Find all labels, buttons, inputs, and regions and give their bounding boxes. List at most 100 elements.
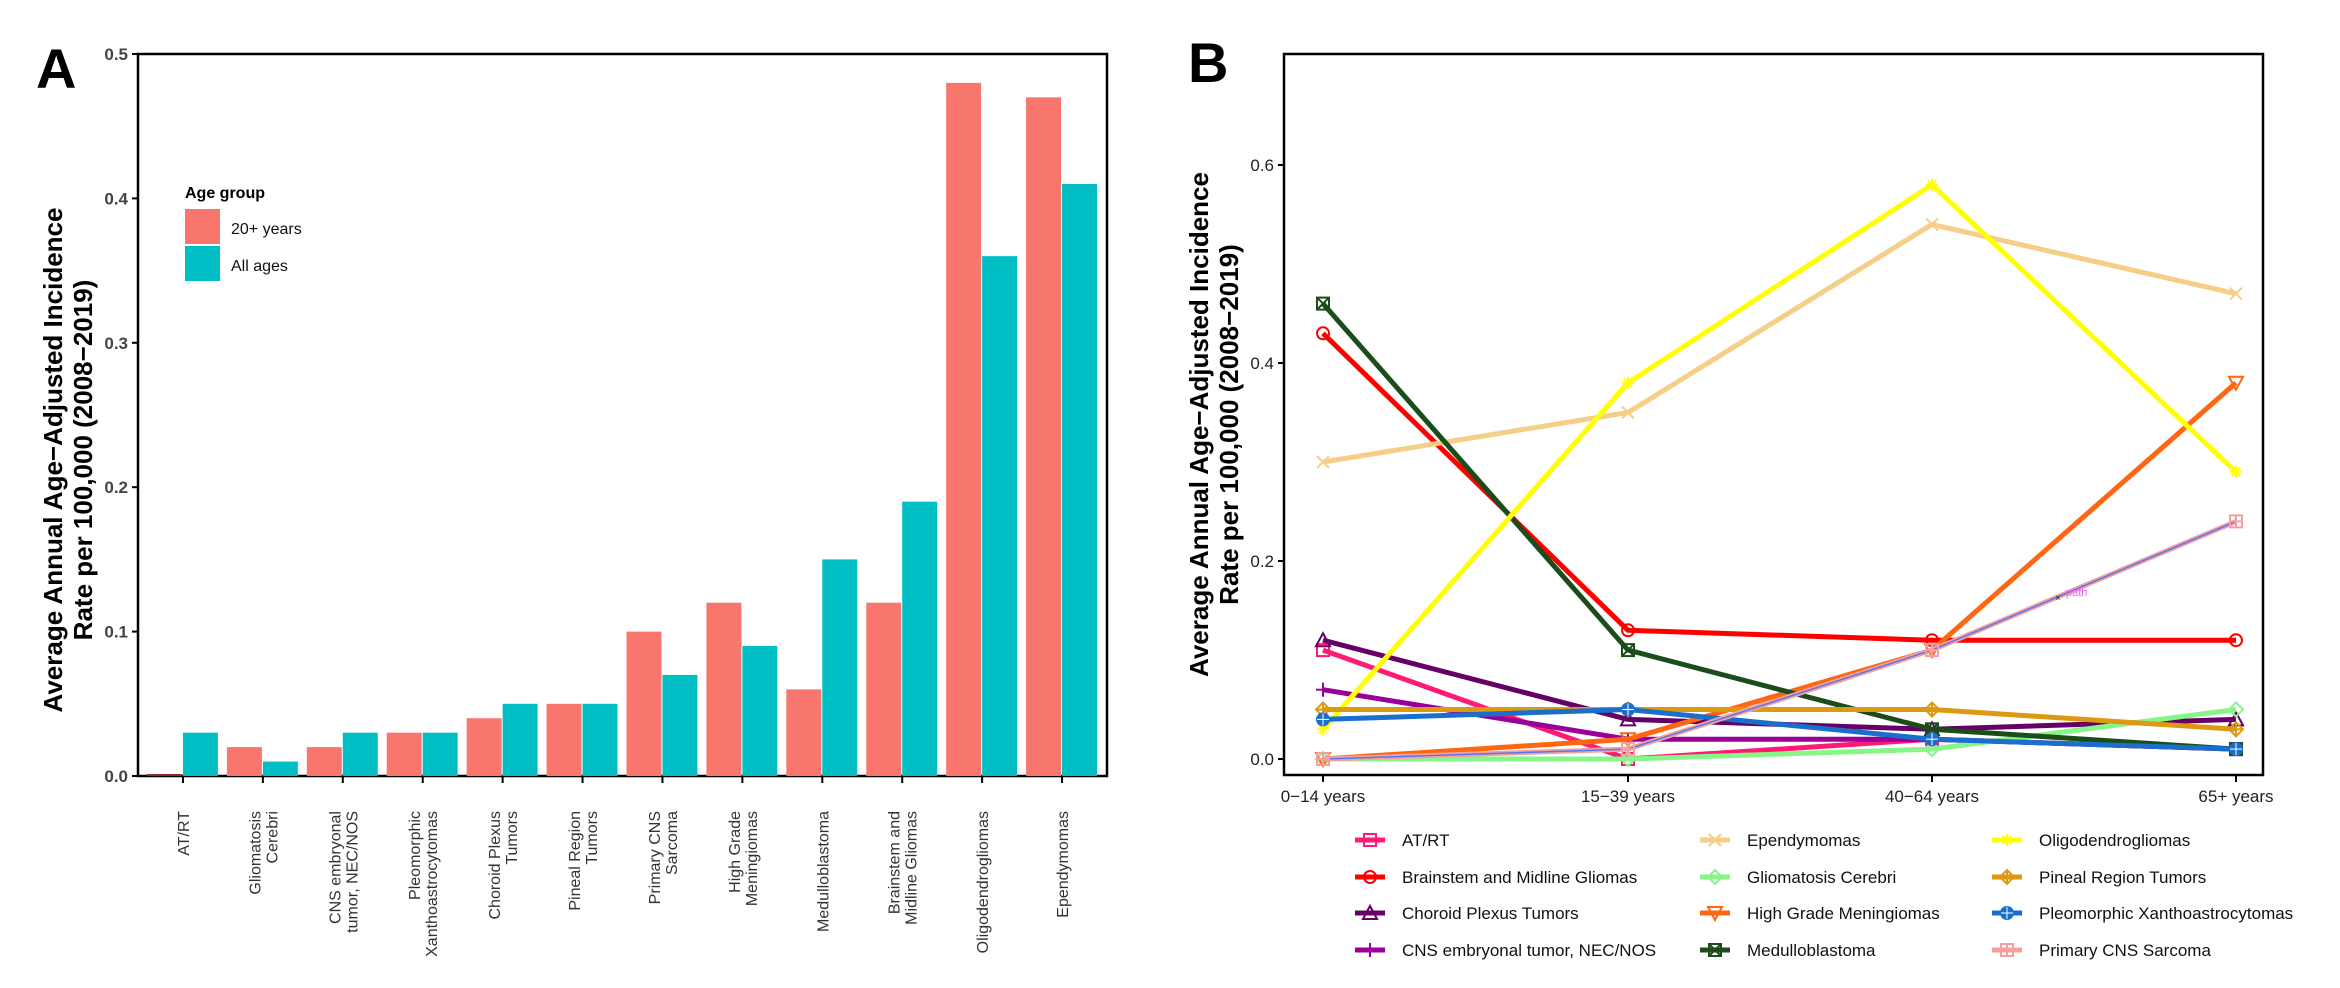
y-tick-label: 0.4 [1250, 354, 1274, 373]
x-category-label-line: CNS embryonal [327, 811, 344, 924]
y-axis-title-line: Rate per 100,000 (2008−2019) [1214, 244, 1244, 605]
data-point [1316, 712, 1330, 727]
x-category-label-line: Oligodendrogliomas [975, 811, 992, 953]
panel-a-legend: Age group 20+ years All ages [185, 185, 302, 281]
data-point [1925, 217, 1939, 232]
legend-key-marker [1361, 903, 1379, 920]
panel-b-letter: B [1188, 31, 1228, 94]
diamond-plus-marker [1923, 701, 1941, 718]
panel-b-plot-frame [1282, 52, 2265, 777]
bar-all-ages [422, 732, 458, 776]
data-point [2229, 742, 2243, 757]
x-category-label: High Grade Meningiomas [727, 811, 761, 906]
triangle-down-marker [2227, 375, 2245, 392]
bar-all-ages [822, 559, 858, 776]
legend-item: Brainstem and Midline Gliomas [1355, 868, 1637, 887]
y-tick-label: 0.6 [1250, 156, 1274, 175]
y-tick-label: 0.1 [104, 623, 128, 642]
legend-key-marker [1706, 906, 1724, 923]
legend-item: Choroid Plexus Tumors [1355, 903, 1579, 923]
panel-a-bar-chart: 0.0 0.1 0.2 0.3 0.4 0.5 Average Annual Age−Adj… [38, 45, 1109, 957]
asterisk-marker [2002, 835, 2012, 845]
series-line [1321, 301, 2237, 752]
data-point [1316, 296, 1330, 311]
legend-key-marker [1708, 943, 1722, 957]
legend-swatch [185, 209, 220, 244]
y-axis-title-line: Average Annual Age−Adjusted Incidence [1184, 172, 1214, 677]
bar-all-ages [502, 703, 538, 776]
x-category-label-line: Meningiomas [744, 811, 761, 906]
x-category-label-line: Tumors [504, 811, 521, 865]
legend-title: Age group [185, 185, 265, 202]
diamond-plus-marker [1998, 868, 2016, 886]
y-tick-label: 0.2 [104, 478, 128, 497]
data-point [1619, 750, 1637, 768]
x-category-label: CNS embryonal tumor, NEC/NOS [327, 811, 361, 933]
data-point [1619, 710, 1637, 727]
legend-item: Oligodendrogliomas [1992, 831, 2190, 850]
x-category-label-line: Tumors [584, 811, 601, 865]
legend-label: Gliomatosis Cerebri [1747, 868, 1896, 887]
data-point [1621, 405, 1635, 420]
triangle-marker [1314, 631, 1332, 648]
bar-all-ages [982, 256, 1018, 776]
path-annotation: path [2066, 587, 2087, 599]
cross-marker [1925, 217, 1939, 232]
bar-all-ages [582, 703, 618, 776]
legend-label: Pineal Region Tumors [2039, 868, 2206, 887]
x-category-label-line: Primary CNS [647, 811, 664, 904]
x-tick-label: 0−14 years [1281, 787, 1366, 806]
x-category-label-line: Ependymomas [1055, 811, 1072, 918]
x-category-label: Pleomorphic Xanthoastrocytomas [407, 811, 441, 957]
y-tick-label: 0.0 [1250, 750, 1274, 769]
legend-label: Medulloblastoma [1747, 941, 1876, 960]
legend-item: Ependymomas [1700, 831, 1860, 850]
y-tick-label: 0.5 [104, 45, 128, 64]
bar-adults [626, 631, 662, 776]
square-cross-marker [1708, 943, 1722, 957]
legend-key-marker [1363, 870, 1377, 884]
cross-marker [1708, 833, 1722, 847]
bar-adults [146, 774, 182, 776]
circle-marker [1316, 326, 1330, 341]
data-point [2227, 720, 2245, 738]
panel-b-legend: AT/RT Brainstem and Midline Gliomas Choroi… [1355, 831, 2293, 960]
bar-all-ages [182, 732, 218, 776]
x-category-label: AT/RT [176, 811, 193, 856]
data-point [1622, 376, 1634, 389]
legend-item: Pleomorphic Xanthoastrocytomas [1992, 904, 2293, 923]
bar-all-ages [262, 761, 298, 776]
asterisk-marker [1623, 377, 1633, 388]
bar-adults [226, 747, 262, 776]
data-point [1925, 732, 1939, 747]
series-oligodendrogliomas [1317, 178, 2242, 736]
series-line [1322, 221, 2237, 465]
x-category-label-line: AT/RT [176, 811, 193, 856]
x-category-label-line: Pleomorphic [407, 811, 424, 900]
series-pineal-region-tumors [1314, 701, 2245, 738]
cross-marker [1316, 455, 1330, 469]
legend-item: High Grade Meningiomas [1700, 904, 1940, 923]
x-category-label-line: Medulloblastoma [815, 811, 832, 932]
legend-key-marker [1706, 868, 1724, 886]
square-cross-marker [1621, 643, 1635, 658]
series-medulloblastoma [1316, 296, 2243, 757]
series-line [1322, 707, 2237, 752]
x-tick-label: 15−39 years [1581, 787, 1675, 806]
legend-item: Medulloblastoma [1700, 941, 1876, 960]
bar-all-ages [342, 732, 378, 776]
x-category-label: Gliomatosis Cerebri [247, 811, 281, 895]
data-point [1316, 455, 1330, 469]
data-point [1923, 740, 1941, 758]
data-point [1923, 701, 1941, 718]
legend-item: AT/RT [1355, 831, 1450, 850]
asterisk-marker [2231, 466, 2241, 477]
data-point [1621, 643, 1635, 658]
bar-all-ages [1062, 183, 1098, 776]
x-category-label-line: High Grade [727, 811, 744, 893]
cross-marker [2229, 286, 2243, 301]
data-point [1316, 643, 1330, 658]
x-tick-label: 65+ years [2198, 787, 2273, 806]
x-category-label-line: Brainstem and [887, 811, 904, 914]
x-category-label-line: tumor, NEC/NOS [344, 811, 361, 933]
